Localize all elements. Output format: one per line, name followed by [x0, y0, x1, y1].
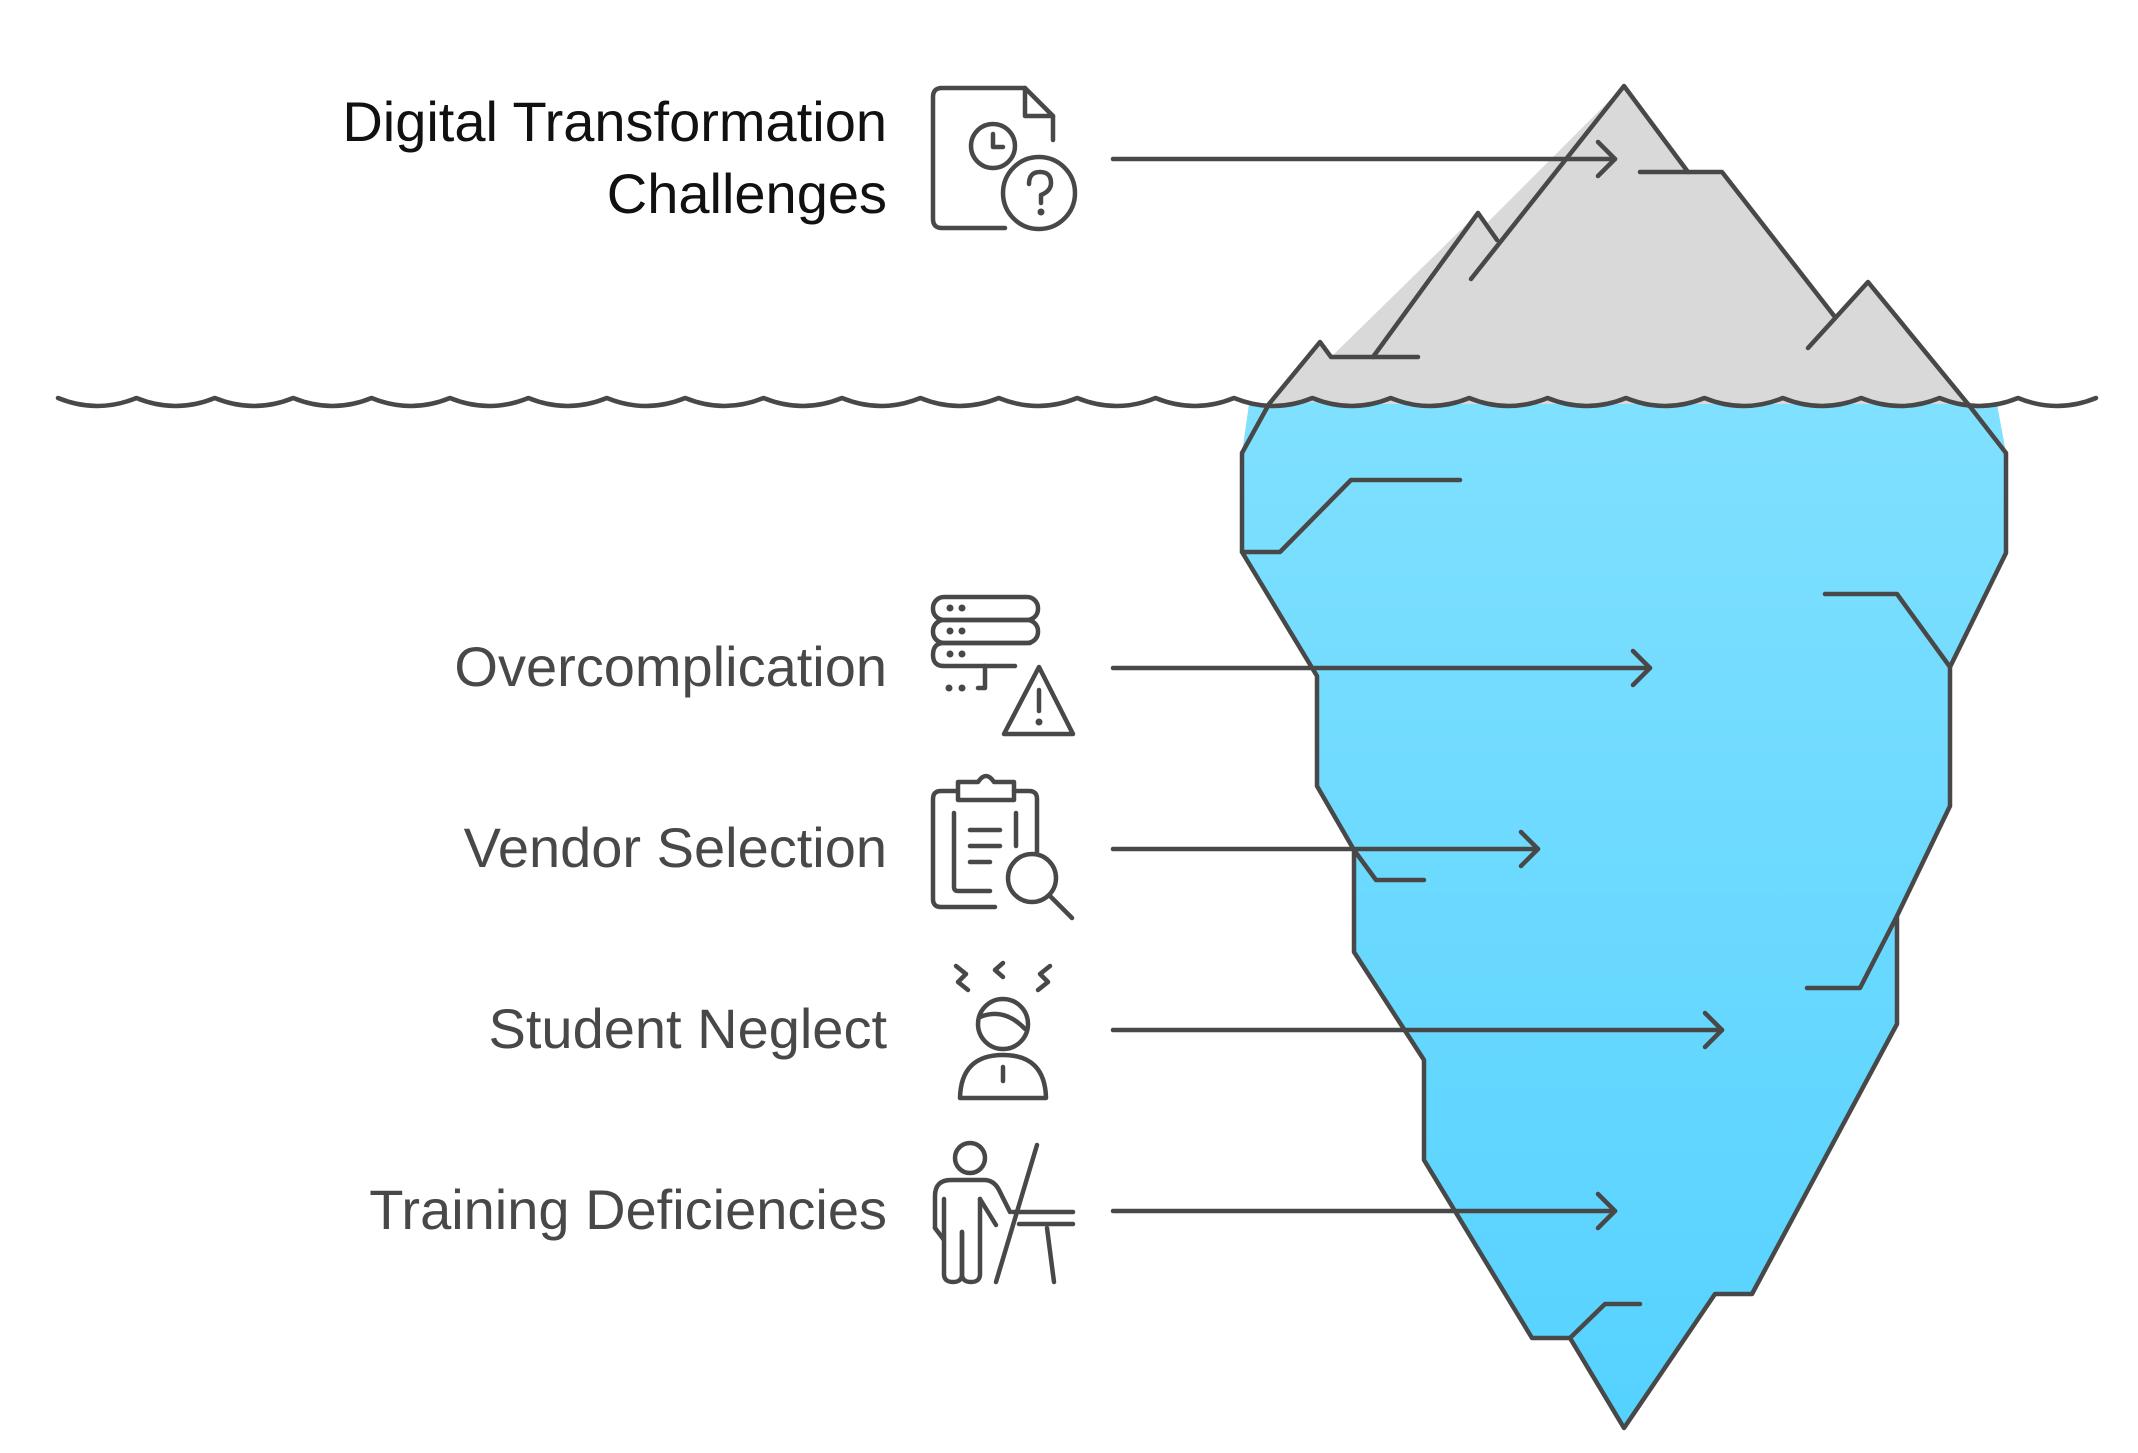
item-label-overcomplication: Overcomplication: [454, 635, 887, 698]
item-label-vendor-selection: Vendor Selection: [464, 816, 887, 879]
item-student-neglect: Student Neglect: [489, 960, 1725, 1101]
frustrated-student-icon: [953, 960, 1053, 1101]
arrow-student-neglect: [1110, 1010, 1725, 1050]
item-label-student-neglect: Student Neglect: [489, 997, 888, 1060]
iceberg-crack-2: [1822, 591, 1953, 670]
arrow-vendor-selection: [1110, 829, 1541, 869]
iceberg-underwater: [1242, 400, 2006, 1428]
server-warning-icon: [930, 594, 1076, 737]
clock-question-document-icon: [930, 85, 1078, 232]
title-group: Digital Transformation Challenges: [342, 85, 1618, 232]
clipboard-search-icon: [930, 773, 1075, 921]
iceberg-crack-1: [1239, 477, 1463, 555]
iceberg: [1239, 83, 2009, 1431]
arrow-training-deficiencies: [1110, 1191, 1618, 1231]
iceberg-crack-3: [1351, 847, 1427, 883]
arrow-title: [1110, 139, 1618, 179]
waterline: [55, 395, 2099, 409]
iceberg-right-peak: [1805, 279, 1971, 407]
iceberg-peak: [1249, 86, 1997, 440]
iceberg-crack-5: [1567, 1301, 1643, 1341]
title-line-2: Challenges: [607, 162, 887, 225]
iceberg-crack-4: [1804, 913, 1900, 991]
arrow-overcomplication: [1110, 648, 1653, 688]
item-label-training-deficiencies: Training Deficiencies: [369, 1178, 887, 1241]
title-line-1: Digital Transformation: [342, 90, 887, 153]
item-training-deficiencies: Training Deficiencies: [369, 1140, 1618, 1285]
item-overcomplication: Overcomplication: [454, 594, 1653, 737]
iceberg-peak-ridge: [1370, 210, 1500, 360]
teacher-board-icon: [932, 1140, 1076, 1285]
item-vendor-selection: Vendor Selection: [464, 773, 1541, 921]
